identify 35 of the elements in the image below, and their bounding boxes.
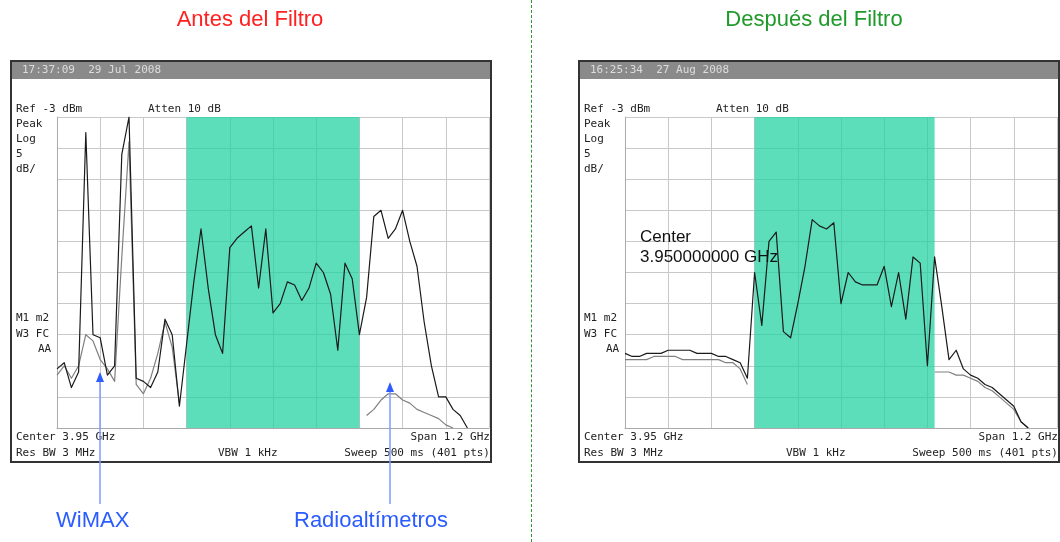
text: Ref -3 dBm [584, 102, 651, 116]
text: dB/ [584, 162, 604, 176]
text: Sweep 500 ms (401 pts) [344, 446, 490, 460]
chart-title: Antes del Filtro [175, 6, 325, 32]
text: Radioaltímetros [294, 507, 449, 533]
text: 5 [584, 147, 591, 161]
text: WiMAX [56, 507, 130, 533]
text: 16:25:34 27 Aug 2008 [590, 63, 730, 77]
text: Log [584, 132, 604, 146]
text: W3 FC [584, 327, 618, 341]
text: Peak [16, 117, 43, 131]
text: Res BW 3 MHz [16, 446, 96, 460]
text: M1 m2 [584, 311, 618, 325]
text: Atten 10 dB [716, 102, 789, 116]
text: Atten 10 dB [148, 102, 221, 116]
text: W3 FC [16, 327, 50, 341]
text: Span 1.2 GHz [978, 430, 1058, 444]
text: Peak [584, 117, 611, 131]
text: Center 3.95 GHz [16, 430, 116, 444]
text: Span 1.2 GHz [410, 430, 490, 444]
text: Center 3.95 GHz [584, 430, 684, 444]
text: dB/ [16, 162, 36, 176]
chart-title: Después del Filtro [724, 6, 904, 32]
text: M1 m2 [16, 311, 50, 325]
text: VBW 1 kHz [786, 446, 846, 460]
text: Ref -3 dBm [16, 102, 83, 116]
text: AA [38, 342, 52, 356]
text: Res BW 3 MHz [584, 446, 664, 460]
text: Sweep 500 ms (401 pts) [912, 446, 1058, 460]
text: 17:37:09 29 Jul 2008 [22, 63, 162, 77]
text: Log [16, 132, 36, 146]
text: AA [606, 342, 620, 356]
text: 5 [16, 147, 23, 161]
annotation: Center [640, 227, 692, 247]
text: VBW 1 kHz [218, 446, 278, 460]
